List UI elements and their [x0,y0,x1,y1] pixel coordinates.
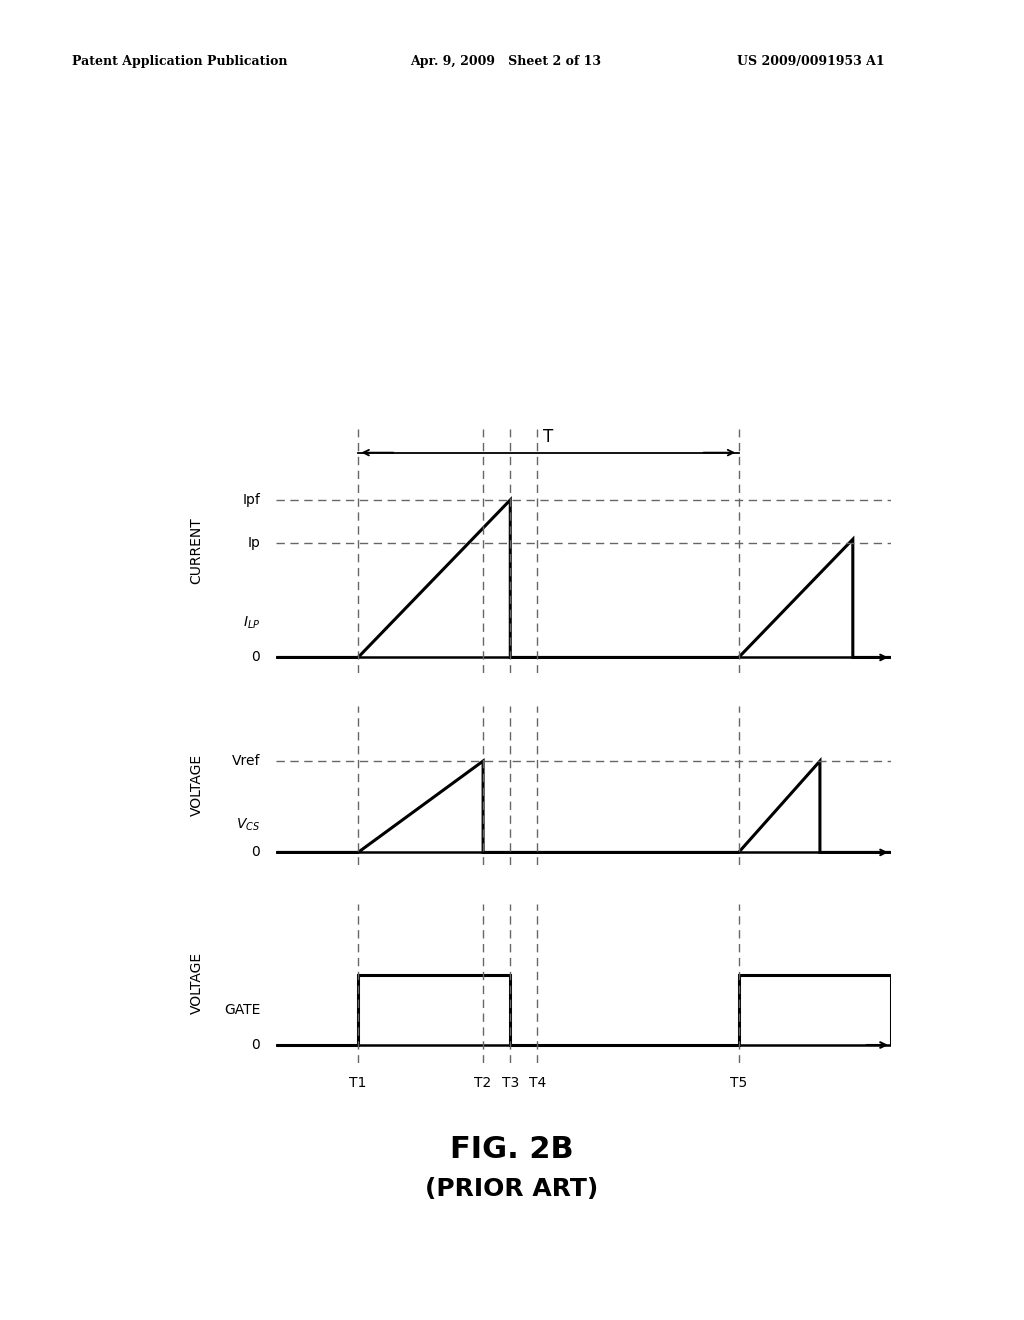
Text: Vref: Vref [231,754,260,768]
Text: VOLTAGE: VOLTAGE [189,952,204,1015]
Text: T4: T4 [528,1076,546,1090]
Text: T2: T2 [474,1076,492,1090]
Text: Apr. 9, 2009   Sheet 2 of 13: Apr. 9, 2009 Sheet 2 of 13 [410,55,601,69]
Text: GATE: GATE [224,1003,260,1016]
Text: T1: T1 [349,1076,367,1090]
Text: T3: T3 [502,1076,519,1090]
Text: VOLTAGE: VOLTAGE [189,754,204,817]
Text: Ipf: Ipf [243,492,260,507]
Text: FIG. 2B: FIG. 2B [451,1135,573,1164]
Text: (PRIOR ART): (PRIOR ART) [425,1177,599,1201]
Text: CURRENT: CURRENT [189,517,204,585]
Text: 0: 0 [252,651,260,664]
Text: $I_{LP}$: $I_{LP}$ [243,615,260,631]
Text: 0: 0 [252,1038,260,1052]
Text: Patent Application Publication: Patent Application Publication [72,55,287,69]
Text: 0: 0 [252,845,260,859]
Text: $V_{CS}$: $V_{CS}$ [236,817,260,833]
Text: T5: T5 [730,1076,748,1090]
Text: US 2009/0091953 A1: US 2009/0091953 A1 [737,55,885,69]
Text: T: T [543,429,553,446]
Text: Ip: Ip [247,536,260,550]
